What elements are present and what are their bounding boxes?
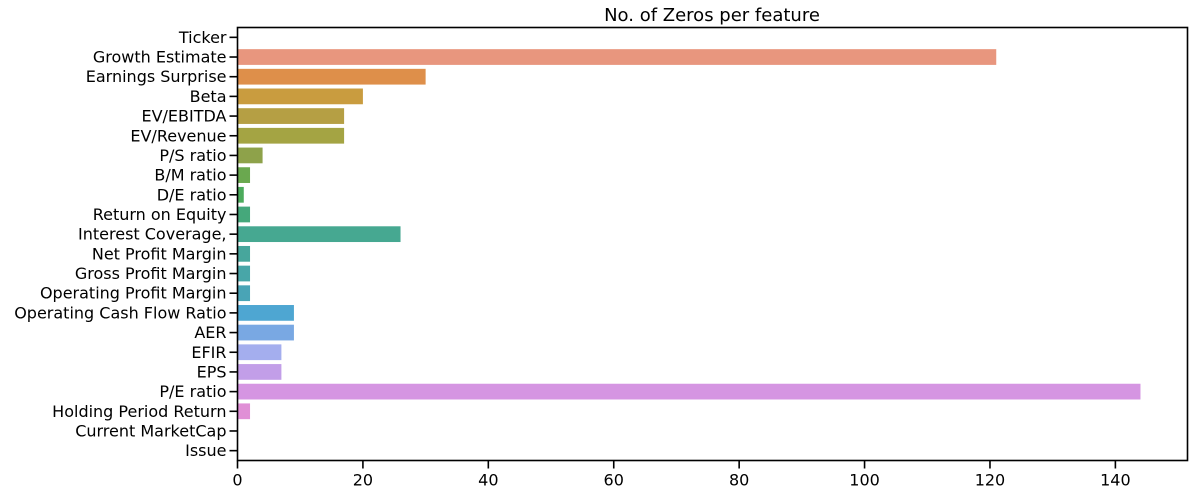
bar-b-m-ratio [237,167,251,183]
y-tick-label-ev-revenue: EV/Revenue [130,126,226,145]
y-tick-label-operating-cash-flow-ratio: Operating Cash Flow Ratio [14,303,226,322]
y-tick-label-issue: Issue [185,441,226,460]
x-tick-label: 120 [975,471,1006,490]
bar-eps [237,364,282,380]
bar-d-e-ratio [237,186,244,203]
y-tick-label-operating-profit-margin: Operating Profit Margin [40,284,227,303]
bar-p-s-ratio [237,147,263,164]
bar-beta [237,88,363,105]
bar-operating-cash-flow-ratio [237,305,294,321]
x-tick-label: 100 [849,471,880,490]
bar-aer [237,324,294,341]
bar-ev-ebitda [237,108,345,124]
bar-net-profit-margin [237,245,251,262]
x-tick-label: 80 [729,471,749,490]
y-tick-label-gross-profit-margin: Gross Profit Margin [75,264,227,283]
y-tick-label-growth-estimate: Growth Estimate [93,48,227,67]
y-tick-label-net-profit-margin: Net Profit Margin [92,244,227,263]
bar-earnings-surprise [237,68,426,85]
x-tick-label: 0 [232,471,242,490]
plot-frame [236,26,1189,462]
y-tick-label-ticker: Ticker [178,28,227,47]
bar-operating-profit-margin [237,285,251,302]
x-tick-label: 60 [604,471,624,490]
y-tick-label-d-e-ratio: D/E ratio [157,185,227,204]
bar-holding-period-return [237,403,251,420]
bar-gross-profit-margin [237,265,251,282]
bar-efir [237,344,282,361]
bar-growth-estimate [237,49,997,65]
y-tick-label-beta: Beta [190,87,227,106]
bar-interest-coverage [237,226,401,243]
bars-group [237,49,1141,420]
y-tick-label-b-m-ratio: B/M ratio [154,166,226,185]
x-tick-label: 40 [478,471,498,490]
y-tick-label-current-marketcap: Current MarketCap [75,421,226,440]
y-tick-label-p-s-ratio: P/S ratio [159,146,226,165]
y-tick-label-p-e-ratio: P/E ratio [159,382,226,401]
y-tick-label-holding-period-return: Holding Period Return [52,402,226,421]
y-tick-label-efir: EFIR [191,343,226,362]
bar-ev-revenue [237,127,345,144]
y-tick-label-earnings-surprise: Earnings Surprise [86,67,227,86]
chart-title: No. of Zeros per feature [604,5,820,26]
y-tick-label-ev-ebitda: EV/EBITDA [141,107,226,126]
y-tick-label-interest-coverage: Interest Coverage, [78,225,226,244]
bar-p-e-ratio [237,383,1141,400]
x-axis-ticks: 0 20 40 60 80 100 120 140 [232,460,1131,490]
y-tick-label-return-on-equity: Return on Equity [93,205,227,224]
x-tick-label: 20 [353,471,373,490]
y-tick-label-aer: AER [194,323,226,342]
bar-return-on-equity [237,206,251,223]
x-tick-label: 140 [1100,471,1131,490]
y-tick-label-eps: EPS [197,362,227,381]
